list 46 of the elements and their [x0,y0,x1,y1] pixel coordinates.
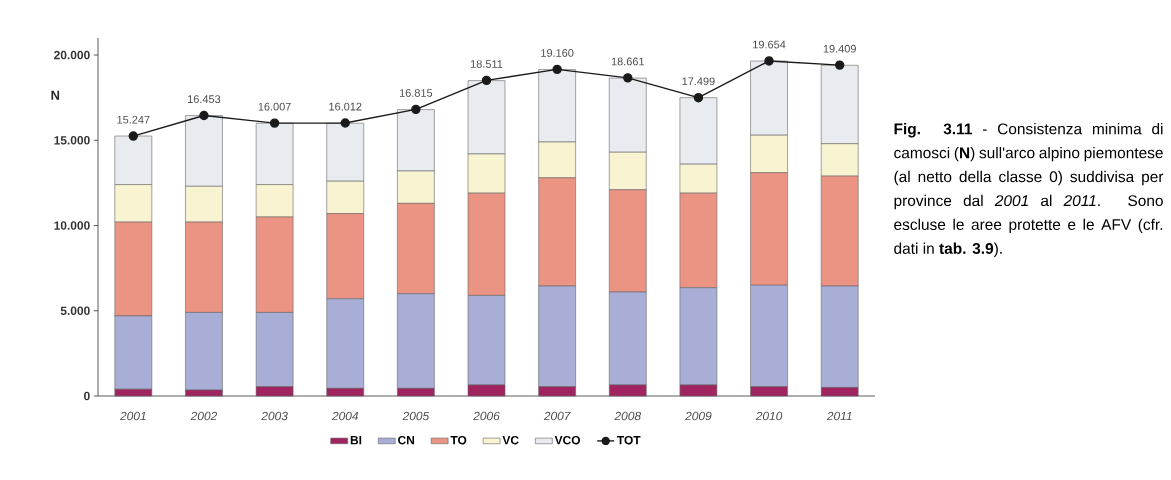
data-label: 15.247 [117,115,150,124]
y-axis-title: N [51,90,60,100]
point [340,118,350,128]
point [764,56,774,66]
x-tick-label: 2001 [119,411,146,421]
data-label: 16.012 [329,102,362,111]
point [269,118,280,128]
point [128,131,139,141]
data-label: 18.661 [611,57,644,66]
x-tick-label: 2002 [190,411,218,421]
legend-label: VCO [554,435,581,445]
point [411,104,421,115]
legend-label: TOT [617,435,641,445]
y-tick-label: 10.000 [54,221,90,230]
data-label: 19.160 [541,49,574,57]
data-label: 16.815 [399,89,433,97]
x-tick-label: 2006 [473,411,500,421]
x-tick-label: 2005 [402,411,430,421]
data-label: 19.409 [823,44,856,53]
point [481,75,492,86]
data-label: 18.511 [470,60,503,68]
data-label: 16.007 [258,102,291,111]
data-label: 19.654 [753,40,786,49]
point [199,110,209,121]
data-label: 17.499 [682,77,715,86]
legend-label: CN [398,435,415,445]
x-tick-label: 2011 [826,411,852,421]
x-tick-label: 2004 [331,411,359,421]
text: Fig. 3.11 - Consistenza minima di camosci (N) sull'arco alpino piemontese (al netto della classe 0) suddivisa per province dal 2001 al 2011. Sono escluse le aree protette e le AFV (cfr. dati in tab. 3.9). [894,123,1164,257]
x-tick-label: 2010 [755,411,783,421]
point [552,64,562,75]
y-tick-label: 5.000 [60,306,90,315]
legend-label: VC [502,435,519,445]
data-label: 16.453 [188,95,221,103]
y-tick-label: 20.000 [54,50,90,60]
y-tick-label: 15.000 [54,136,90,145]
x-tick-label: 2008 [614,411,641,421]
point [834,60,845,70]
point [623,73,633,83]
legend-label: BI [350,436,362,445]
y-tick-label: 0 [84,391,90,401]
point [693,92,704,103]
x-tick-label: 2003 [261,411,288,421]
legend-label: TO [450,435,467,445]
x-tick-label: 2009 [685,411,712,421]
x-tick-label: 2007 [543,411,571,421]
